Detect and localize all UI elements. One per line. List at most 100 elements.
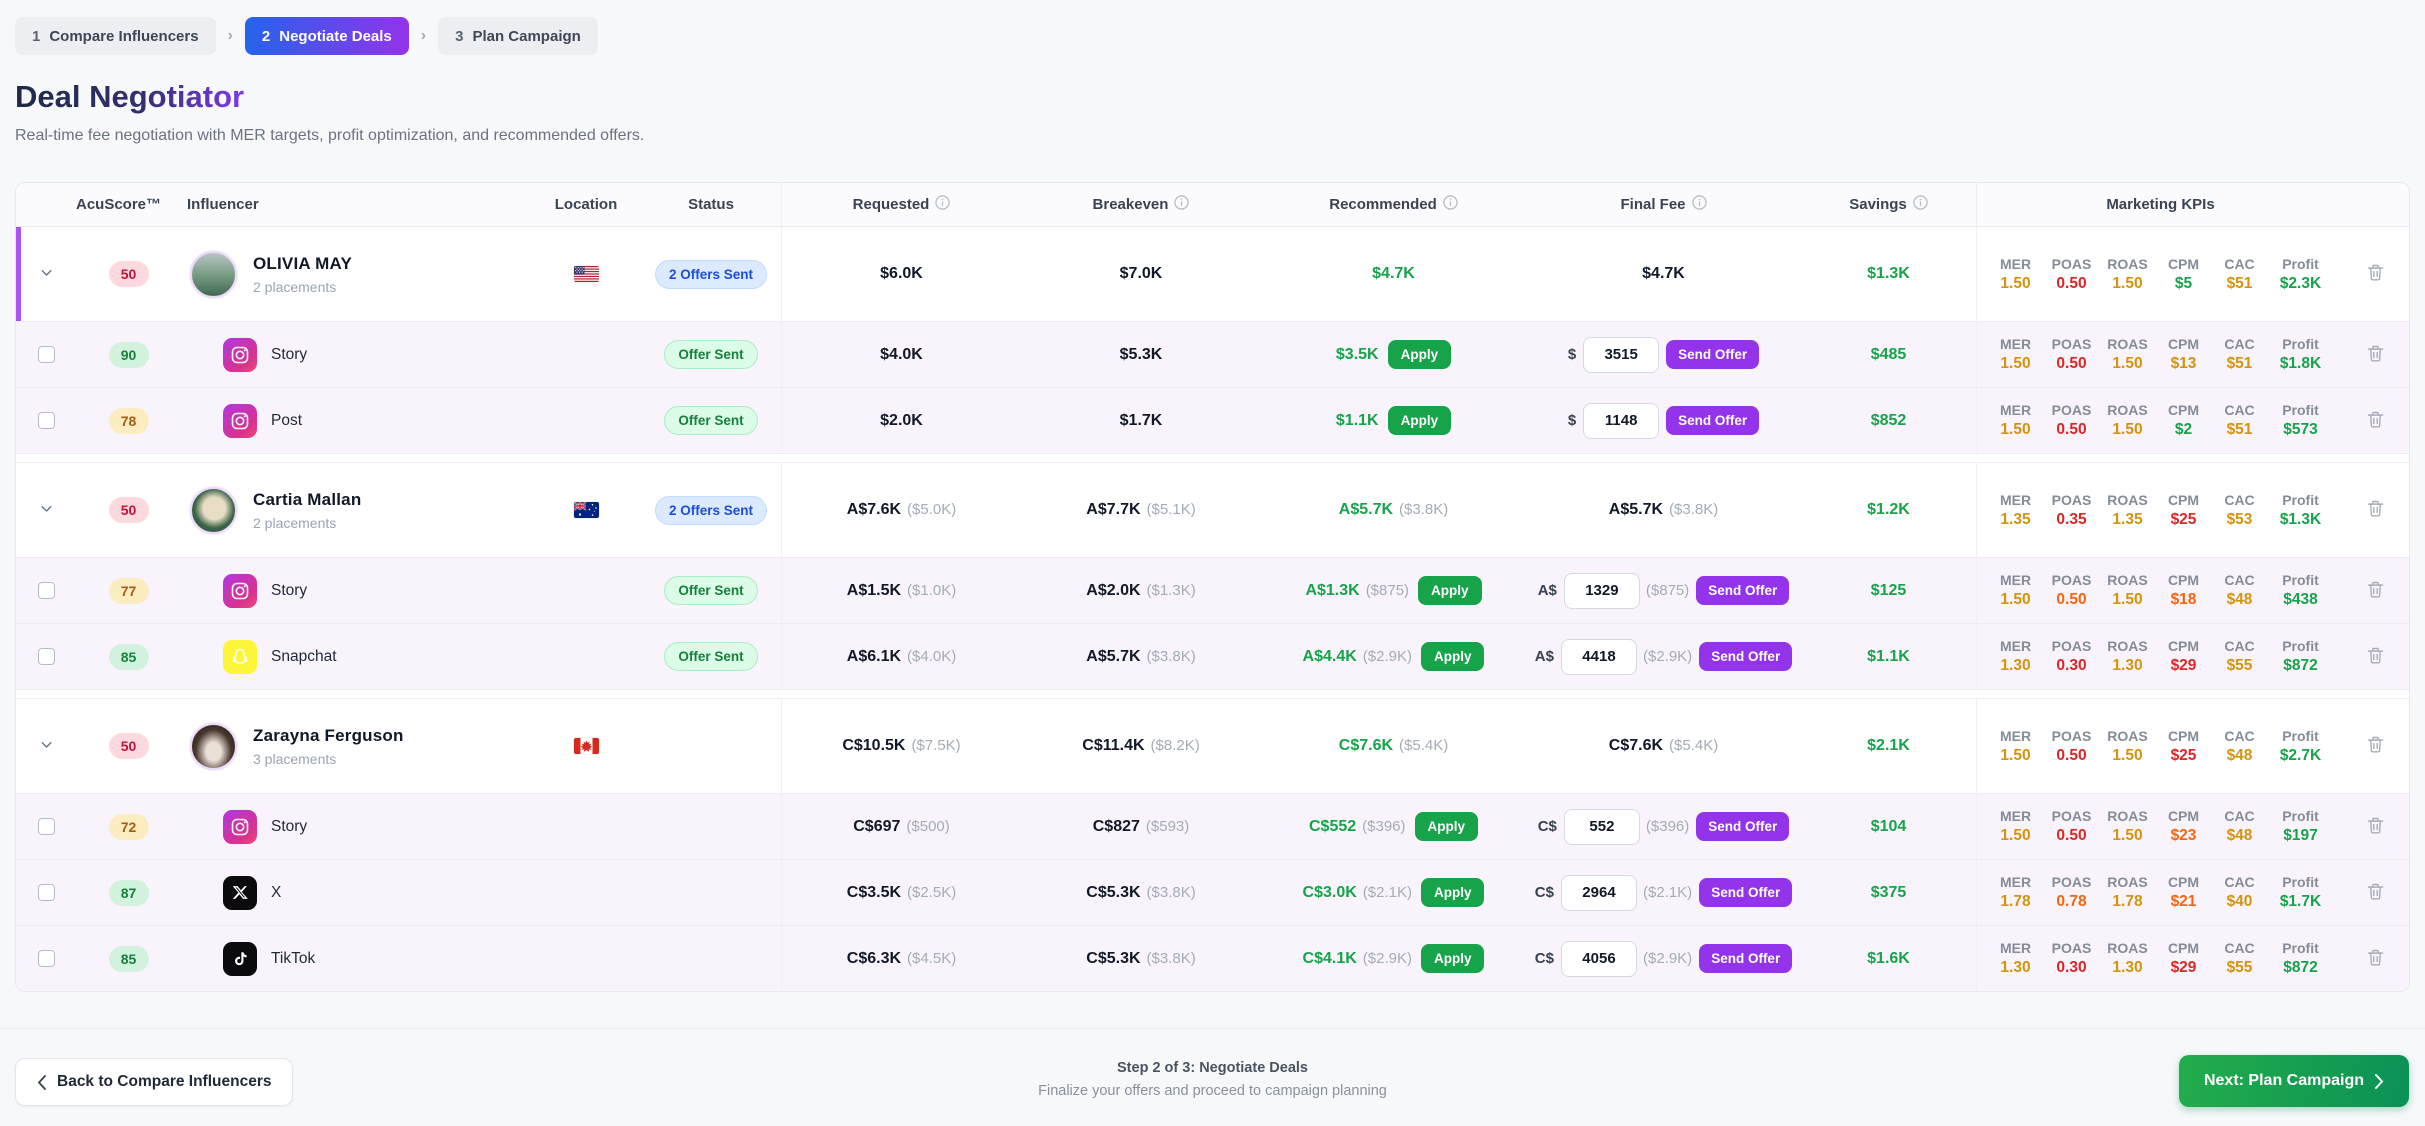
apply-recommended-button[interactable]: Apply [1420, 642, 1485, 671]
info-icon[interactable] [1174, 195, 1190, 214]
delete-row-button[interactable] [2365, 498, 2386, 522]
chevron-down-icon [38, 736, 55, 756]
next-button[interactable]: Next: Plan Campaign [2178, 1055, 2409, 1107]
step-plan-campaign[interactable]: 3 Plan Campaign [438, 17, 598, 55]
send-offer-button[interactable]: Send Offer [1696, 576, 1790, 605]
currency-prefix: C$ [1534, 950, 1554, 967]
apply-recommended-button[interactable]: Apply [1420, 878, 1485, 907]
final-fee-input[interactable] [1563, 808, 1640, 845]
apply-recommended-button[interactable]: Apply [1420, 944, 1485, 973]
delete-row-button[interactable] [2365, 409, 2386, 433]
apply-recommended-button[interactable]: Apply [1414, 812, 1479, 841]
apply-recommended-button[interactable]: Apply [1387, 340, 1452, 369]
send-offer-button[interactable]: Send Offer [1666, 406, 1760, 435]
usd-equivalent: ($500) [906, 817, 950, 835]
back-button[interactable]: Back to Compare Influencers [15, 1058, 294, 1106]
requested-value: $6.0K [880, 265, 923, 282]
send-offer-button[interactable]: Send Offer [1696, 812, 1790, 841]
breakeven-value: C$827 ($593) [1092, 817, 1190, 835]
acuscore-badge: 72 [108, 813, 149, 840]
footer-bar: Back to Compare Influencers Step 2 of 3:… [0, 1028, 2425, 1126]
delete-row-button[interactable] [2365, 262, 2386, 286]
savings-value: $125 [1870, 581, 1907, 599]
acuscore-badge: 85 [108, 643, 149, 670]
row-checkbox[interactable] [37, 884, 55, 901]
row-checkbox[interactable] [37, 412, 55, 429]
send-offer-button[interactable]: Send Offer [1666, 340, 1760, 369]
avatar [190, 250, 237, 298]
kpi-profit: Profit $1.8K [2279, 336, 2322, 372]
step-negotiate-deals[interactable]: 2 Negotiate Deals [244, 17, 409, 55]
influencer-row: 50 OLIVIA MAY 2 placements 2 Offers Sent $6.… [16, 227, 2409, 321]
usd-equivalent: ($4.0K) [907, 647, 957, 665]
column-header-influencer: Influencer [187, 196, 259, 213]
marketing-kpis: MER 1.50 POAS 0.50 ROAS 1.50 CPM $25 CAC $48 Profi… [1977, 728, 2344, 765]
placements-count: 2 placements [253, 278, 337, 295]
status-badge: Offer Sent [664, 642, 758, 671]
column-header-status: Status [688, 196, 734, 213]
breakeven-value: C$5.3K ($3.8K) [1086, 883, 1196, 901]
breakeven-value: $1.7K [1119, 411, 1163, 429]
delete-row-button[interactable] [2365, 815, 2386, 839]
kpi-poas: POAS 0.30 [2051, 638, 2092, 674]
placement-row: 85 TikTok C$6.3K ($4.5K) C$5.3K ($3.8K) C$4.1K… [16, 925, 2409, 991]
final-fee-input[interactable] [1560, 874, 1637, 911]
step-compare-influencers[interactable]: 1 Compare Influencers [15, 17, 216, 55]
info-icon[interactable] [1443, 195, 1458, 214]
row-checkbox[interactable] [37, 582, 55, 599]
collapse-row-button[interactable] [38, 736, 55, 756]
kpi-profit: Profit $438 [2282, 572, 2319, 608]
row-checkbox[interactable] [37, 648, 55, 665]
delete-row-button[interactable] [2365, 645, 2386, 669]
kpi-mer: MER 1.50 [1999, 255, 2032, 292]
trash-icon [2365, 409, 2386, 433]
placement-label: TikTok [271, 949, 316, 967]
breakeven-value: C$5.3K ($3.8K) [1086, 949, 1196, 967]
apply-recommended-button[interactable]: Apply [1387, 406, 1452, 435]
marketing-kpis: MER 1.50 POAS 0.50 ROAS 1.50 CPM $18 CAC $48 Profi… [1977, 572, 2344, 609]
savings-value: $852 [1870, 411, 1907, 429]
marketing-kpis: MER 1.35 POAS 0.35 ROAS 1.35 CPM $25 CAC $53 Profi… [1977, 492, 2344, 529]
avatar [190, 486, 237, 534]
send-offer-button[interactable]: Send Offer [1699, 642, 1793, 671]
delete-row-button[interactable] [2365, 881, 2386, 905]
kpi-roas: ROAS 1.50 [2107, 402, 2148, 438]
breakeven-value: A$2.0K ($1.3K) [1086, 581, 1196, 599]
kpi-poas: POAS 0.50 [2051, 808, 2092, 844]
kpi-cpm: CPM $29 [2167, 940, 2200, 976]
requested-value: C$6.3K ($4.5K) [846, 949, 957, 967]
delete-row-button[interactable] [2365, 343, 2386, 367]
marketing-kpis: MER 1.50 POAS 0.50 ROAS 1.50 CPM $5 CAC $51 Profit… [1977, 256, 2344, 293]
delete-row-button[interactable] [2365, 947, 2386, 971]
info-icon[interactable] [1691, 195, 1707, 214]
row-checkbox[interactable] [37, 346, 55, 363]
influencer-group: 50 Cartia Mallan 2 placements 2 Offers Sent… [16, 462, 2409, 690]
info-icon[interactable] [935, 195, 951, 214]
requested-value: A$6.1K ($4.0K) [846, 647, 957, 665]
collapse-row-button[interactable] [38, 500, 55, 520]
delete-row-button[interactable] [2365, 734, 2386, 758]
instagram-icon [223, 403, 257, 438]
final-fee-input[interactable] [1583, 336, 1660, 373]
send-offer-button[interactable]: Send Offer [1699, 878, 1793, 907]
row-checkbox[interactable] [37, 950, 55, 967]
final-fee-input[interactable] [1560, 940, 1637, 977]
apply-recommended-button[interactable]: Apply [1418, 576, 1482, 605]
final-fee-input[interactable] [1583, 402, 1660, 439]
requested-value: $4.0K [880, 345, 923, 363]
row-checkbox[interactable] [37, 818, 55, 835]
recommended-value: C$3.0K ($2.1K) [1302, 883, 1412, 901]
send-offer-button[interactable]: Send Offer [1699, 944, 1793, 973]
acuscore-badge: 50 [108, 733, 149, 759]
placement-label: Story [271, 345, 308, 363]
info-icon[interactable] [1913, 195, 1928, 214]
tiktok-icon [223, 941, 257, 976]
kpi-roas: ROAS 1.50 [2107, 255, 2148, 292]
final-fee-input[interactable] [1563, 572, 1640, 609]
final-fee-input[interactable] [1560, 638, 1637, 675]
acuscore-badge: 90 [108, 341, 149, 368]
breakeven-value: A$7.7K ($5.1K) [1086, 501, 1196, 518]
collapse-row-button[interactable] [38, 264, 55, 284]
acuscore-badge: 85 [108, 945, 149, 972]
delete-row-button[interactable] [2365, 579, 2386, 603]
